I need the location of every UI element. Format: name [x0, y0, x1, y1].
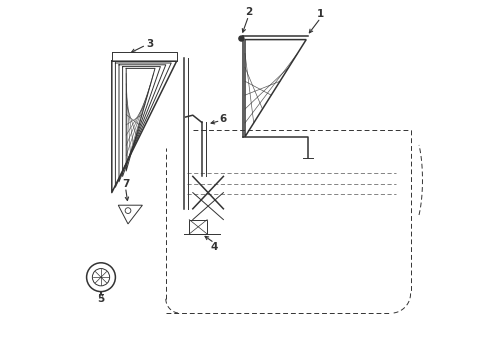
Circle shape — [239, 36, 244, 41]
Text: 4: 4 — [211, 242, 218, 252]
Text: 6: 6 — [220, 114, 227, 124]
Text: 5: 5 — [98, 294, 105, 304]
Text: 7: 7 — [122, 179, 129, 189]
Text: 2: 2 — [245, 6, 252, 17]
Text: 3: 3 — [146, 39, 153, 49]
Text: 1: 1 — [317, 9, 324, 19]
